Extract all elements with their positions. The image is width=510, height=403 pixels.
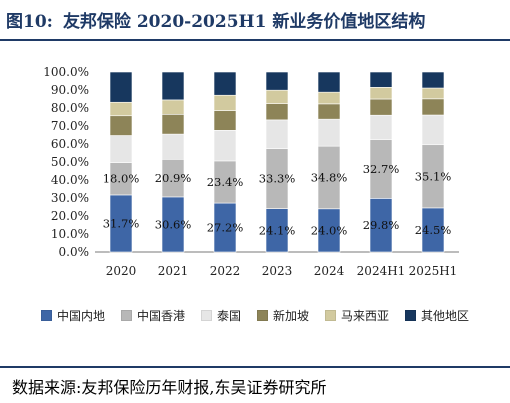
y-tick-label: 50.0% [51, 155, 89, 169]
x-tick-label: 2025H1 [409, 264, 458, 278]
data-label: 33.3% [259, 172, 296, 186]
figure-number: 图10: [6, 11, 53, 32]
legend-swatch [40, 309, 52, 321]
data-label: 24.1% [259, 223, 296, 237]
data-label: 35.1% [415, 169, 452, 183]
data-label: 24.5% [415, 223, 452, 237]
bar-segment [161, 99, 185, 115]
x-tick-label: 2020 [106, 264, 137, 278]
legend-item: 其他地区 [405, 307, 469, 324]
legend-label: 中国内地 [56, 308, 105, 323]
legend-item: 中国内地 [40, 307, 105, 324]
x-tick-label: 2024H1 [357, 264, 406, 278]
bar-segment [213, 71, 237, 96]
x-tick-label: 2023 [262, 264, 293, 278]
data-label: 27.2% [207, 221, 244, 235]
bar-segment [317, 91, 341, 105]
legend-label: 中国香港 [136, 308, 185, 323]
bar-segment [161, 114, 185, 135]
y-tick-label: 90.0% [51, 83, 89, 97]
bar-segment [369, 98, 393, 116]
bar-segment [421, 71, 445, 89]
data-label: 24.0% [311, 223, 348, 237]
bar-segment [213, 94, 237, 111]
bar-segment [109, 135, 133, 163]
bar-segment [369, 86, 393, 100]
legend-swatch [257, 309, 268, 321]
source-rule [0, 366, 510, 368]
data-label: 29.8% [363, 218, 400, 232]
data-label: 30.6% [155, 217, 192, 231]
bar-segment [213, 110, 237, 131]
legend-swatch [200, 309, 212, 321]
legend-swatch [120, 309, 132, 321]
data-label: 23.4% [207, 175, 244, 189]
y-tick-label: 20.0% [51, 209, 89, 223]
data-label: 34.8% [311, 170, 348, 184]
legend-label: 新加坡 [273, 308, 310, 323]
bar-segment [317, 103, 341, 120]
bar-segment [161, 133, 185, 160]
data-label: 18.0% [103, 172, 140, 186]
source-note: 数据来源:友邦保险历年财报,东吴证券研究所 [12, 378, 327, 397]
bar-segment [369, 71, 393, 88]
bar-segment [265, 71, 289, 91]
legend-label: 其他地区 [421, 308, 470, 323]
data-label: 31.7% [103, 216, 140, 230]
stacked-bar-chart: 0.0% 10.0% 20.0% 30.0% 40.0% 50.0% 60.0% 70.0% 8… [43, 65, 459, 278]
x-tick-label: 2022 [210, 264, 241, 278]
y-tick-label: 60.0% [51, 137, 89, 151]
title-underline [0, 39, 510, 41]
y-tick-label: 80.0% [51, 101, 89, 115]
bar-segment [421, 98, 445, 116]
bar-segment [421, 114, 445, 146]
legend-swatch [405, 309, 417, 321]
bar-segment [265, 103, 289, 121]
bar-segment [421, 87, 445, 100]
bar-segment [109, 101, 133, 117]
legend-label: 泰国 [216, 308, 241, 323]
legend-label: 马来西亚 [341, 308, 390, 323]
bar-segment [317, 71, 341, 93]
bar-segment [161, 71, 185, 101]
x-tick-label: 2021 [158, 264, 189, 278]
legend-swatch [325, 309, 337, 321]
bar-segment [317, 118, 341, 147]
data-label: 20.9% [155, 171, 192, 185]
bar-segment [213, 130, 237, 162]
chart-legend: 中国内地 中国香港 泰国 新加坡 马来西亚 其他地区 [0, 303, 510, 327]
bar-segment [265, 119, 289, 149]
bar-segment [109, 71, 133, 103]
legend-item: 泰国 [200, 307, 241, 324]
legend-item: 新加坡 [257, 307, 309, 324]
legend-item: 中国香港 [120, 307, 185, 324]
bar-segment [369, 114, 393, 140]
bar-segment [265, 89, 289, 104]
bar-segment [109, 115, 133, 136]
x-tick-label: 2024 [314, 264, 345, 278]
y-tick-label: 30.0% [51, 191, 89, 205]
y-tick-label: 70.0% [51, 119, 89, 133]
y-tick-label: 100.0% [43, 65, 89, 79]
legend-item: 马来西亚 [325, 307, 389, 324]
figure-title: 友邦保险 2020-2025H1 新业务价值地区结构 [62, 11, 426, 32]
y-tick-label: 10.0% [51, 227, 89, 241]
chart-title: 图10: 友邦保险 2020-2025H1 新业务价值地区结构 [6, 6, 504, 32]
y-tick-label: 0.0% [59, 245, 90, 259]
y-tick-label: 40.0% [51, 173, 89, 187]
data-label: 32.7% [363, 162, 400, 176]
